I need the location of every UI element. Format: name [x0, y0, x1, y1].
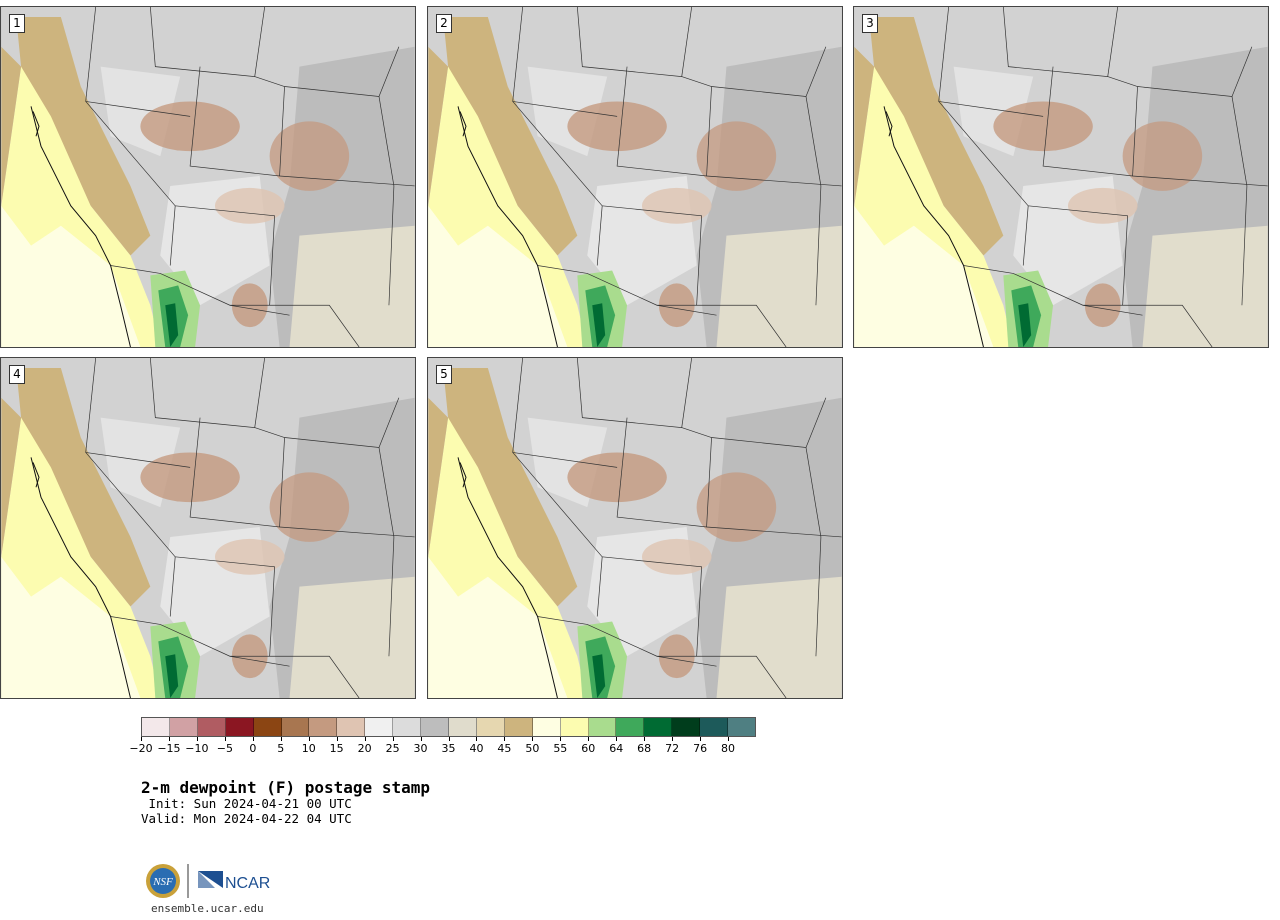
colorbar-segment [588, 718, 617, 736]
colorbar-segment [309, 718, 338, 736]
colorbar-tick [420, 737, 422, 741]
colorbar-segment [197, 718, 226, 736]
colorbar-tick-label: 68 [637, 742, 652, 755]
logos: NSF NCAR [145, 862, 275, 900]
colorbar [141, 717, 756, 737]
site-url[interactable]: ensemble.ucar.edu [151, 902, 264, 915]
colorbar-tick-label: 60 [581, 742, 596, 755]
valid-time: Valid: Mon 2024-04-22 04 UTC [141, 811, 352, 826]
colorbar-tick-label: 55 [553, 742, 568, 755]
colorbar-segment [448, 718, 477, 736]
map-image [428, 358, 842, 698]
colorbar-tick-label: 30 [413, 742, 428, 755]
colorbar-tick [392, 737, 394, 741]
colorbar-segment [644, 718, 673, 736]
plot-title: 2-m dewpoint (F) postage stamp [141, 778, 430, 797]
colorbar-tick-label: −15 [157, 742, 181, 755]
colorbar-tick [588, 737, 590, 741]
colorbar-tick-label: −10 [185, 742, 209, 755]
colorbar-segment [393, 718, 422, 736]
ncar-logo-text: NCAR [225, 875, 270, 892]
colorbar-tick-label: 64 [609, 742, 624, 755]
colorbar-segment [476, 718, 505, 736]
colorbar-tick [616, 737, 618, 741]
nsf-logo-text: NSF [152, 876, 173, 888]
colorbar-tick [224, 737, 226, 741]
colorbar-tick [448, 737, 450, 741]
colorbar-tick [476, 737, 478, 741]
panel-number: 1 [9, 14, 25, 33]
colorbar-tick [336, 737, 338, 741]
colorbar-segment [253, 718, 282, 736]
map-image [1, 7, 415, 347]
colorbar-tick-label: 50 [525, 742, 540, 755]
colorbar-tick-label: 72 [665, 742, 680, 755]
colorbar-tick [168, 737, 170, 741]
colorbar-tick [644, 737, 646, 741]
colorbar-tick-label: 25 [385, 742, 400, 755]
colorbar-segment [560, 718, 589, 736]
panel-number: 5 [436, 365, 452, 384]
colorbar-ticks: −20 −15 −10 −5 0 5 10 15 20 25 30 35 40 45 50 55 60 64 68 7… [129, 737, 756, 761]
nsf-logo-icon: NSF [146, 864, 180, 898]
init-time: Init: Sun 2024-04-21 00 UTC [141, 796, 352, 811]
colorbar-tick [672, 737, 674, 741]
colorbar-tick [560, 737, 562, 741]
colorbar-tick-label: 15 [329, 742, 344, 755]
colorbar-tick [532, 737, 534, 741]
colorbar-segment [281, 718, 310, 736]
colorbar-segment [616, 718, 645, 736]
map-image [1, 358, 415, 698]
colorbar-tick [700, 737, 702, 741]
colorbar-tick-label: 76 [693, 742, 708, 755]
colorbar-segment [728, 718, 755, 736]
map-panel-5: 5 [427, 357, 843, 699]
colorbar-tick-label: −20 [129, 742, 153, 755]
colorbar-segment [169, 718, 198, 736]
colorbar-tick [196, 737, 198, 741]
colorbar-tick-label: 80 [721, 742, 736, 755]
map-panel-1: 1 [0, 6, 416, 348]
colorbar-tick [504, 737, 506, 741]
colorbar-tick [728, 737, 730, 741]
map-image [428, 7, 842, 347]
colorbar-tick-label: 0 [249, 742, 257, 755]
colorbar-segment [337, 718, 366, 736]
panel-number: 2 [436, 14, 452, 33]
map-panel-4: 4 [0, 357, 416, 699]
ncar-logo-icon: NCAR [198, 871, 270, 892]
map-image [854, 7, 1268, 347]
colorbar-segment [142, 718, 170, 736]
map-panel-3: 3 [853, 6, 1269, 348]
panel-number: 4 [9, 365, 25, 384]
colorbar-tick-label: 10 [301, 742, 316, 755]
colorbar-segment [365, 718, 394, 736]
colorbar-tick [280, 737, 282, 741]
colorbar-tick [141, 737, 142, 741]
colorbar-segment [225, 718, 254, 736]
colorbar-segment [532, 718, 561, 736]
colorbar-segment [504, 718, 533, 736]
colorbar-tick [252, 737, 254, 741]
colorbar-tick [364, 737, 366, 741]
colorbar-segment [700, 718, 729, 736]
colorbar-tick [308, 737, 310, 741]
colorbar-tick-label: 45 [497, 742, 512, 755]
colorbar-tick-label: −5 [216, 742, 233, 755]
colorbar-tick-label: 20 [357, 742, 372, 755]
colorbar-segment [421, 718, 449, 736]
colorbar-tick-label: 5 [277, 742, 285, 755]
map-panel-2: 2 [427, 6, 843, 348]
colorbar-tick-label: 35 [441, 742, 456, 755]
panel-number: 3 [862, 14, 878, 33]
colorbar-segment [672, 718, 701, 736]
colorbar-tick-label: 40 [469, 742, 484, 755]
